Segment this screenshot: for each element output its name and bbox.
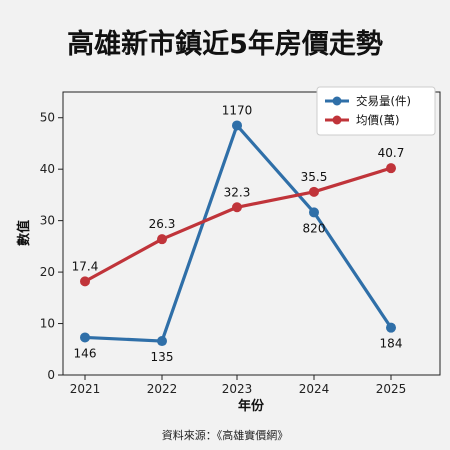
data-point — [309, 207, 319, 218]
plot-frame — [62, 91, 441, 376]
x-tick-label: 2023 — [222, 382, 253, 396]
data-label: 17.4 — [72, 259, 99, 273]
data-point — [386, 322, 396, 333]
y-tick-label: 10 — [40, 317, 55, 331]
y-tick-label: 0 — [47, 368, 55, 382]
data-label: 135 — [151, 350, 174, 364]
legend-box — [316, 86, 436, 136]
legend: 交易量(件) 均價(萬) — [316, 86, 436, 136]
series-line — [83, 123, 393, 343]
series-layer: 146 135 1170 820 184 17.4 26.3 32.3 35.5 40.7 — [72, 103, 405, 364]
data-point — [232, 120, 242, 131]
y-axis-label: 數值 — [16, 220, 32, 246]
y-tick-label: 30 — [40, 214, 55, 228]
y-tick-label: 20 — [40, 265, 55, 279]
y-tick-label: 50 — [40, 111, 55, 125]
x-tick-label: 2025 — [376, 382, 407, 396]
data-point — [386, 163, 396, 174]
data-label: 184 — [380, 337, 403, 351]
data-point — [80, 276, 90, 287]
x-tick-label: 2024 — [299, 382, 330, 396]
x-axis-label: 年份 — [238, 398, 265, 414]
y-tick-label: 40 — [40, 162, 55, 176]
axes: 0 10 20 30 40 50 2021 2022 2023 2024 2025 年份 數值 — [16, 91, 441, 414]
data-point — [232, 202, 242, 213]
data-label: 146 — [74, 346, 97, 360]
x-tick-label: 2021 — [70, 382, 101, 396]
legend-label: 交易量(件) — [356, 94, 411, 108]
data-label: 35.5 — [301, 170, 328, 184]
data-label: 32.3 — [224, 185, 251, 199]
source-note: 資料來源：《高雄實價網》 — [161, 429, 289, 442]
series-2: 17.4 26.3 32.3 35.5 40.7 — [72, 146, 405, 287]
data-label: 820 — [303, 221, 326, 235]
data-label: 26.3 — [149, 217, 176, 231]
x-tick-label: 2022 — [147, 382, 178, 396]
series-1: 146 135 1170 820 184 — [74, 103, 403, 364]
data-point — [157, 234, 167, 245]
legend-swatch-marker — [332, 96, 342, 106]
data-label: 1170 — [222, 103, 253, 117]
data-point — [80, 332, 90, 343]
data-point — [157, 336, 167, 347]
legend-swatch-marker — [332, 115, 342, 125]
chart-title: 高雄新市鎮近5年房價走勢 — [67, 29, 383, 60]
data-label: 40.7 — [378, 146, 405, 160]
data-point — [309, 186, 319, 197]
legend-label: 均價(萬) — [356, 113, 399, 127]
